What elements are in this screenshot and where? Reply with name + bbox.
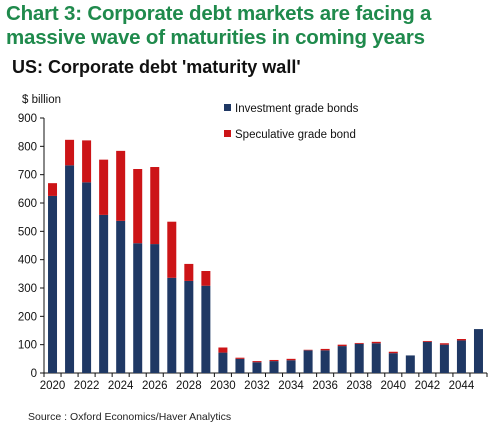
bar-speculative-grade: [320, 348, 330, 351]
bar-speculative-grade: [167, 221, 177, 278]
y-tick-label: 400: [18, 255, 37, 267]
legend: Investment grade bonds Speculative grade…: [224, 103, 359, 141]
legend-swatch-investment-grade: [224, 104, 231, 111]
bar-speculative-grade: [286, 358, 296, 361]
bar-investment-grade: [235, 358, 245, 373]
y-tick-label: 800: [18, 141, 37, 153]
bar-investment-grade: [286, 360, 296, 373]
bar-investment-grade: [133, 243, 143, 373]
bar-speculative-grade: [388, 351, 398, 354]
x-tick-label: 2040: [380, 380, 406, 392]
bar-speculative-grade: [422, 340, 432, 342]
y-tick-label: 200: [18, 311, 37, 323]
bar-investment-grade: [439, 344, 449, 373]
x-tick-label: 2028: [176, 380, 202, 392]
bar-speculative-grade: [218, 347, 228, 353]
bar-series: [48, 139, 483, 373]
y-tick-label: 600: [18, 198, 37, 210]
bar-investment-grade: [405, 355, 415, 373]
bar-investment-grade: [371, 343, 381, 373]
y-axis: 0 100 200 300 400 500 600 700 800 900: [18, 113, 45, 380]
y-tick-label: 0: [31, 368, 37, 380]
bar-investment-grade: [252, 362, 262, 373]
y-tick-label: 100: [18, 340, 37, 352]
y-tick-label: 900: [18, 113, 37, 125]
bar-speculative-grade: [82, 140, 92, 183]
bar-investment-grade: [337, 346, 347, 373]
bar-speculative-grade: [354, 342, 364, 344]
bar-speculative-grade: [99, 159, 109, 215]
y-axis-label: $ billion: [22, 94, 61, 106]
bar-investment-grade: [388, 353, 398, 373]
bar-investment-grade: [269, 361, 279, 373]
chart-subtitle: US: Corporate debt 'maturity wall': [12, 57, 301, 77]
chart-title: Chart 3: Corporate debt markets are faci…: [6, 2, 432, 49]
bar-speculative-grade: [456, 339, 466, 341]
bar-investment-grade: [473, 329, 483, 373]
bar-investment-grade: [422, 341, 432, 373]
legend-label-speculative-grade: Speculative grade bond: [235, 129, 356, 141]
bar-speculative-grade: [150, 167, 160, 245]
x-tick-label: 2038: [346, 380, 372, 392]
bar-investment-grade: [48, 195, 58, 373]
bar-speculative-grade: [337, 344, 347, 347]
bar-investment-grade: [116, 220, 126, 373]
bar-investment-grade: [65, 165, 75, 373]
bar-investment-grade: [201, 285, 211, 373]
source-note: Source : Oxford Economics/Haver Analytic…: [28, 411, 232, 423]
x-tick-label: 2026: [142, 380, 168, 392]
bar-speculative-grade: [65, 139, 75, 166]
bar-investment-grade: [303, 350, 313, 373]
bar-speculative-grade: [371, 341, 381, 344]
y-tick-label: 700: [18, 170, 37, 182]
bar-investment-grade: [218, 352, 228, 373]
bar-speculative-grade: [252, 361, 262, 363]
bar-speculative-grade: [439, 343, 449, 345]
bar-investment-grade: [184, 280, 194, 373]
y-tick-label: 300: [18, 283, 37, 295]
bar-speculative-grade: [269, 359, 279, 362]
bar-speculative-grade: [116, 150, 126, 221]
bar-speculative-grade: [184, 263, 194, 281]
x-tick-label: 2032: [244, 380, 270, 392]
x-axis: 2020 2022 2024 2026 2028 2030 2032 2034 2036 2038…: [40, 372, 488, 392]
bar-speculative-grade: [133, 169, 143, 244]
bar-investment-grade: [354, 343, 364, 373]
bar-investment-grade: [99, 214, 109, 373]
bar-speculative-grade: [48, 183, 58, 196]
x-tick-label: 2034: [278, 380, 304, 392]
x-tick-label: 2036: [312, 380, 338, 392]
x-tick-label: 2024: [108, 380, 134, 392]
x-tick-label: 2044: [449, 380, 475, 392]
x-tick-label: 2020: [40, 380, 66, 392]
bar-investment-grade: [320, 350, 330, 373]
bar-investment-grade: [167, 277, 177, 373]
x-tick-label: 2030: [210, 380, 236, 392]
y-tick-label: 500: [18, 226, 37, 238]
bar-investment-grade: [150, 244, 160, 373]
legend-swatch-speculative-grade: [224, 130, 231, 137]
bar-investment-grade: [456, 340, 466, 373]
bar-speculative-grade: [235, 357, 245, 359]
bar-investment-grade: [82, 182, 92, 373]
legend-label-investment-grade: Investment grade bonds: [235, 103, 359, 115]
x-tick-label: 2022: [74, 380, 100, 392]
bar-speculative-grade: [201, 271, 211, 286]
bar-speculative-grade: [303, 349, 313, 351]
x-tick-label: 2042: [415, 380, 441, 392]
